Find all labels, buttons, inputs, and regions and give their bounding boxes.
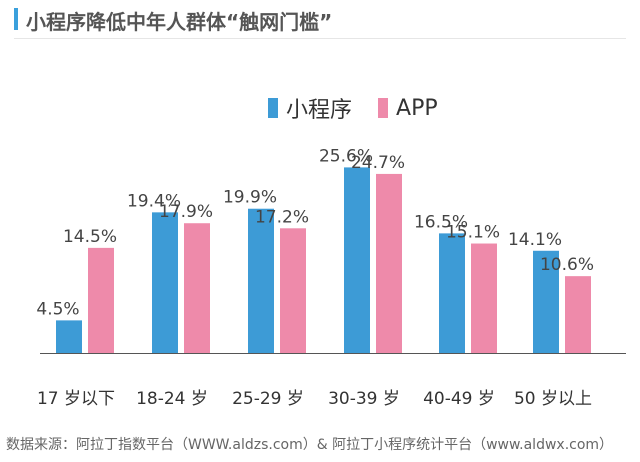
page-title: 小程序降低中年人群体“触网门槛” (26, 10, 333, 34)
data-label-miniprogram-4: 16.5% (414, 212, 468, 232)
bar-miniprogram-4 (439, 233, 465, 353)
legend-item-miniprogram: 小程序 (268, 92, 352, 124)
data-label-app-3: 24.7% (351, 153, 405, 173)
bar-app-3 (376, 173, 402, 353)
bar-miniprogram-2 (248, 208, 274, 353)
x-tick-label-1: 18-24 岁 (136, 389, 208, 409)
bar-app-2 (280, 228, 306, 353)
x-tick-label-0: 17 岁以下 (37, 389, 115, 409)
data-label-miniprogram-0: 4.5% (36, 299, 79, 319)
source-note: 数据来源：阿拉丁指数平台（WWW.aldzs.com）& 阿拉丁小程序统计平台（… (6, 437, 614, 453)
x-tick-label-5: 50 岁以上 (514, 389, 592, 409)
bar-app-4 (471, 243, 497, 353)
title-accent-bar (14, 8, 18, 30)
bar-miniprogram-0 (56, 320, 82, 353)
x-tick-label-4: 40-49 岁 (423, 389, 495, 409)
legend-swatch-app (378, 98, 389, 118)
data-label-app-0: 14.5% (63, 227, 117, 247)
x-tick-label-3: 30-39 岁 (328, 389, 400, 409)
legend-item-app: APP (378, 96, 438, 121)
data-label-app-4: 15.1% (446, 223, 500, 243)
x-tick-label-2: 25-29 岁 (232, 389, 304, 409)
bar-miniprogram-3 (344, 167, 370, 353)
bar-app-0 (88, 247, 114, 353)
data-label-miniprogram-3: 25.6% (319, 146, 373, 166)
data-label-app-5: 10.6% (540, 255, 594, 275)
bar-miniprogram-5 (533, 250, 559, 353)
bar-miniprogram-1 (152, 212, 178, 353)
bar-app-5 (565, 276, 591, 353)
legend-label-miniprogram: 小程序 (286, 98, 353, 123)
data-label-app-2: 17.2% (255, 207, 309, 227)
data-label-miniprogram-2: 19.9% (223, 188, 277, 208)
bar-app-1 (184, 223, 210, 353)
data-label-app-1: 17.9% (159, 202, 213, 222)
legend-label-app: APP (396, 95, 438, 121)
legend-swatch-miniprogram (268, 98, 278, 118)
title-divider (14, 38, 626, 39)
chart-legend: 小程序 APP (268, 92, 464, 124)
data-label-miniprogram-1: 19.4% (127, 191, 181, 211)
data-label-miniprogram-5: 14.1% (508, 230, 562, 250)
